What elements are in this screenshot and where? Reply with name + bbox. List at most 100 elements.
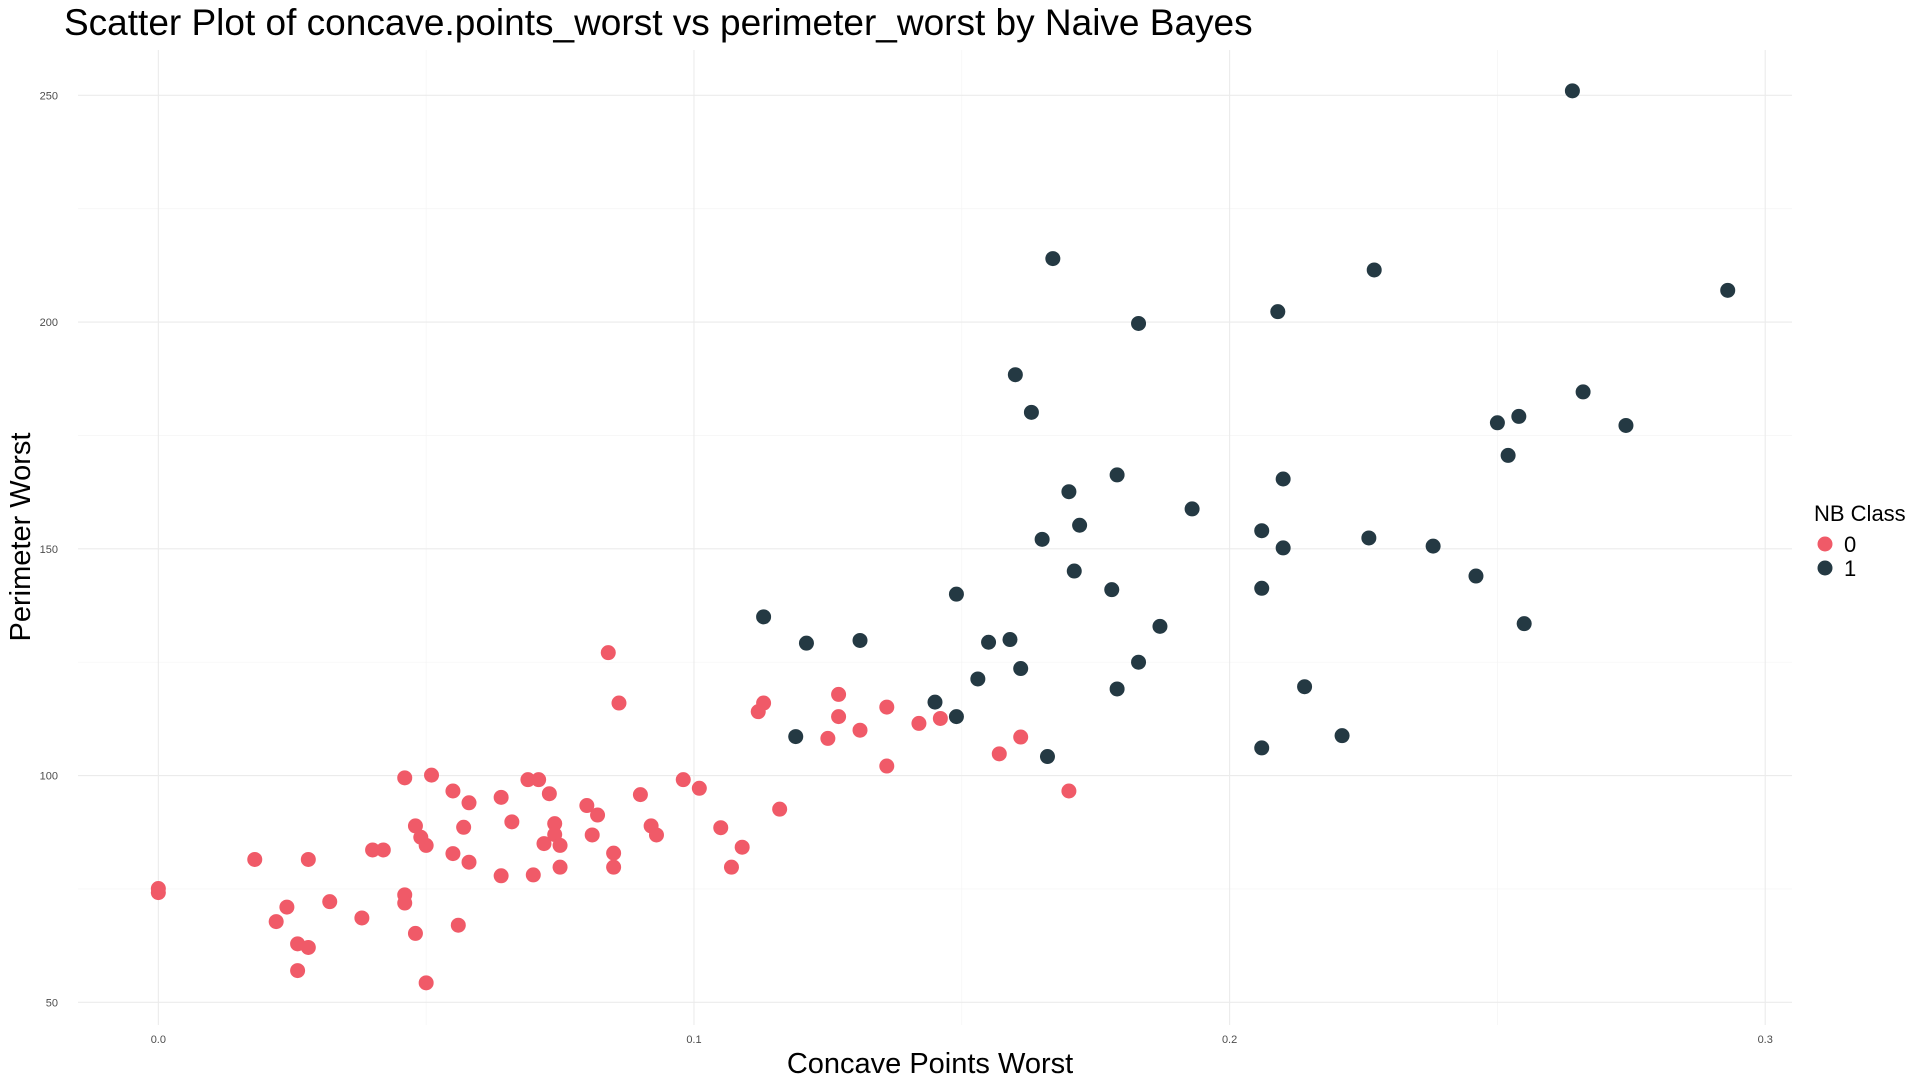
axis-ticks: 0.0 0.1 0.2 0.3 50 100 150 200 250 [40, 90, 1773, 1046]
data-point-class-1 [1511, 408, 1527, 424]
data-point-class-1 [1468, 568, 1484, 584]
data-point-class-1 [1720, 282, 1736, 298]
data-point-class-0 [322, 894, 338, 910]
data-point-class-0 [493, 868, 509, 884]
data-point-class-0 [552, 859, 568, 875]
legend-key-class-0 [1817, 536, 1833, 552]
data-point-class-0 [590, 807, 606, 823]
data-point-class-0 [407, 818, 423, 834]
data-point-class-0 [300, 939, 316, 955]
data-point-class-0 [584, 827, 600, 843]
data-point-class-1 [1109, 467, 1125, 483]
data-point-class-0 [504, 814, 520, 830]
data-point-class-1 [1618, 417, 1634, 433]
data-point-class-1 [981, 634, 997, 650]
data-point-class-0 [445, 783, 461, 799]
data-point-class-0 [600, 645, 616, 661]
data-point-class-0 [268, 914, 284, 930]
data-point-class-0 [691, 780, 707, 796]
data-point-class-1 [1297, 679, 1313, 695]
y-tick-label: 250 [40, 90, 58, 102]
data-point-class-0 [397, 770, 413, 786]
legend-title: NB Class [1814, 501, 1906, 526]
data-point-class-0 [632, 787, 648, 803]
data-point-class-0 [611, 695, 627, 711]
legend-label-class-1: 1 [1844, 556, 1856, 581]
data-point-class-0 [547, 816, 563, 832]
data-point-class-0 [820, 730, 836, 746]
data-point-class-0 [831, 686, 847, 702]
data-point-class-1 [1254, 580, 1270, 596]
legend-key-class-1 [1817, 560, 1833, 576]
data-point-class-1 [756, 609, 772, 625]
data-point-class-0 [461, 854, 477, 870]
data-point-class-1 [1275, 471, 1291, 487]
data-point-class-1 [1564, 83, 1580, 99]
data-point-class-0 [1013, 729, 1029, 745]
data-point-class-0 [932, 710, 948, 726]
data-point-class-1 [852, 632, 868, 648]
data-point-class-0 [461, 795, 477, 811]
x-axis-title: Concave Points Worst [787, 1048, 1073, 1080]
data-point-class-1 [1361, 530, 1377, 546]
data-point-class-0 [579, 798, 595, 814]
y-tick-label: 150 [40, 544, 58, 556]
data-point-class-1 [1270, 304, 1286, 320]
data-point-class-0 [279, 899, 295, 915]
legend: NB Class 01 [1814, 501, 1906, 581]
data-point-class-1 [1131, 654, 1147, 670]
data-point-class-1 [798, 635, 814, 651]
data-point-class-0 [852, 722, 868, 738]
data-point-class-0 [407, 925, 423, 941]
data-point-class-1 [788, 729, 804, 745]
data-point-class-1 [1334, 728, 1350, 744]
data-point-class-1 [1039, 749, 1055, 765]
x-tick-label: 0.3 [1758, 1034, 1773, 1046]
data-point-class-1 [1023, 404, 1039, 420]
data-point-class-0 [723, 859, 739, 875]
x-tick-label: 0.0 [151, 1034, 166, 1046]
data-point-class-0 [247, 851, 263, 867]
data-point-class-0 [648, 827, 664, 843]
data-point-class-1 [1072, 517, 1088, 533]
data-point-class-0 [541, 786, 557, 802]
data-point-class-0 [450, 917, 466, 933]
y-axis-title: Perimeter Worst [5, 433, 37, 642]
x-tick-label: 0.2 [1222, 1034, 1237, 1046]
legend-entries: 01 [1817, 532, 1856, 581]
data-point-class-1 [1184, 501, 1200, 517]
data-point-class-1 [1045, 251, 1061, 267]
data-point-class-1 [1152, 618, 1168, 634]
data-point-class-1 [1061, 484, 1077, 500]
data-point-class-0 [552, 837, 568, 853]
y-tick-label: 200 [40, 317, 58, 329]
data-point-class-1 [1034, 531, 1050, 547]
chart-title: Scatter Plot of concave.points_worst vs … [64, 2, 1253, 43]
data-point-class-1 [1275, 540, 1291, 556]
data-point-class-1 [1425, 538, 1441, 554]
data-point-class-1 [948, 586, 964, 602]
data-point-class-0 [772, 801, 788, 817]
x-tick-label: 0.1 [686, 1034, 701, 1046]
data-point-class-0 [525, 867, 541, 883]
data-point-class-0 [606, 859, 622, 875]
data-point-class-1 [970, 671, 986, 687]
grid [78, 50, 1792, 1025]
data-point-class-1 [1500, 447, 1516, 463]
data-point-class-0 [531, 772, 547, 788]
data-point-class-1 [1109, 681, 1125, 697]
data-point-class-0 [300, 851, 316, 867]
data-point-class-0 [911, 715, 927, 731]
data-point-class-1 [1254, 740, 1270, 756]
data-point-class-1 [1575, 384, 1591, 400]
data-point-class-0 [397, 895, 413, 911]
data-point-class-1 [927, 694, 943, 710]
y-tick-label: 50 [46, 997, 58, 1009]
data-point-class-0 [879, 699, 895, 715]
data-point-class-0 [1061, 783, 1077, 799]
data-point-class-0 [991, 746, 1007, 762]
data-point-class-1 [1002, 632, 1018, 648]
data-point-class-0 [365, 842, 381, 858]
data-point-class-1 [948, 709, 964, 725]
